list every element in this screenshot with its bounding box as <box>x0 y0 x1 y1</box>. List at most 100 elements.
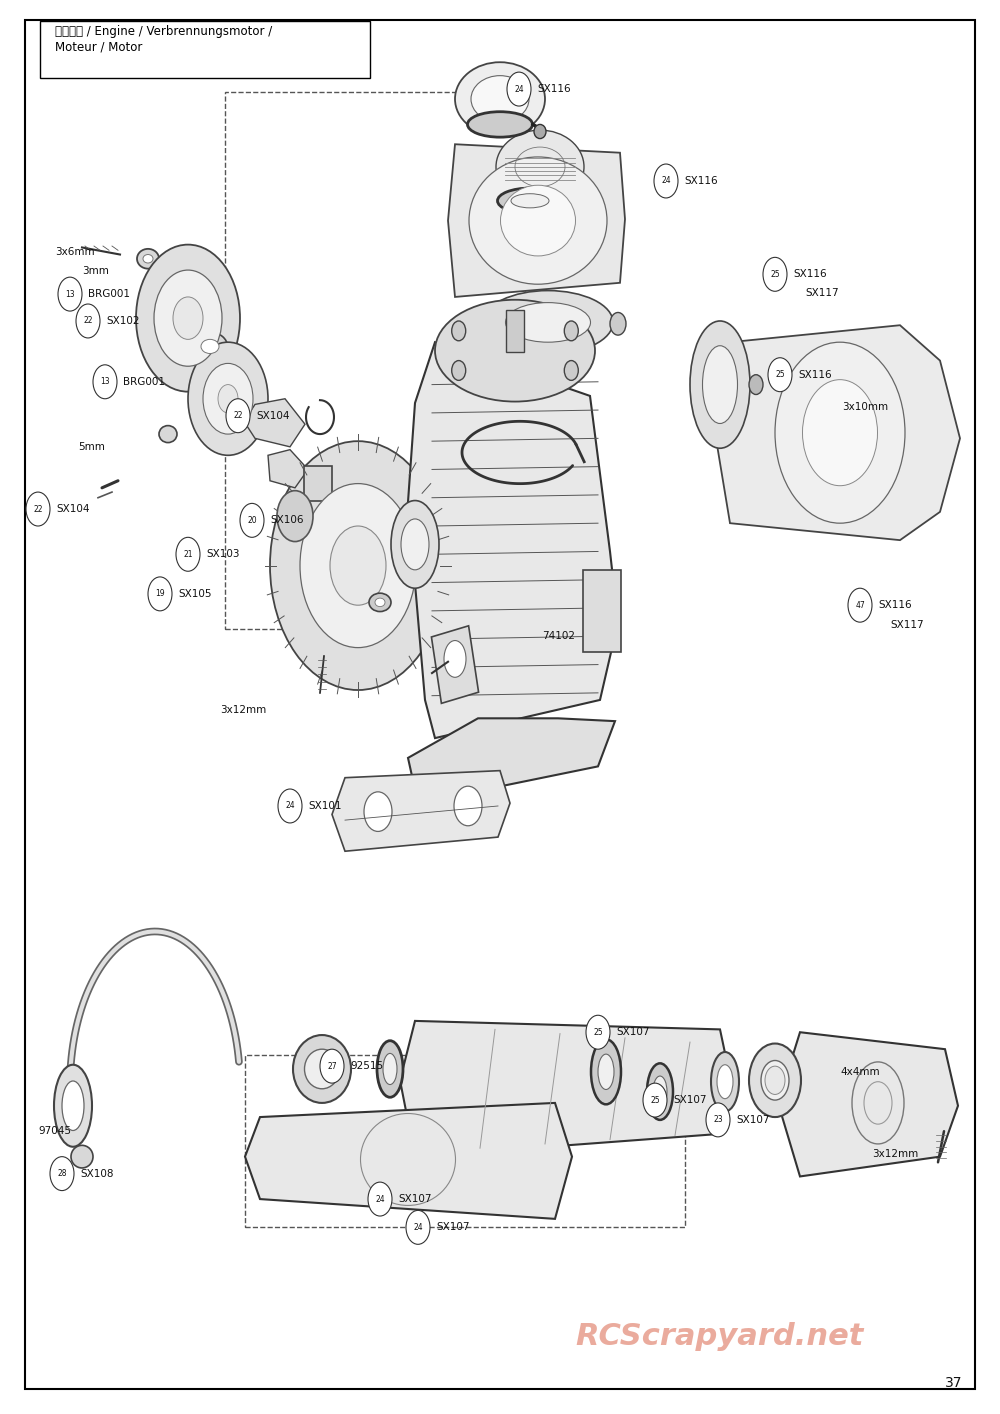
Text: 20: 20 <box>247 516 257 525</box>
Text: 24: 24 <box>375 1195 385 1203</box>
Text: SX107: SX107 <box>436 1222 470 1233</box>
Polygon shape <box>245 1103 572 1219</box>
Ellipse shape <box>369 592 391 611</box>
Text: SX116: SX116 <box>798 369 832 380</box>
Polygon shape <box>268 450 308 488</box>
Text: 25: 25 <box>770 270 780 279</box>
Ellipse shape <box>711 1052 739 1111</box>
Text: 74102: 74102 <box>542 631 575 642</box>
Text: 19: 19 <box>155 590 165 598</box>
Text: SX107: SX107 <box>673 1094 706 1106</box>
Circle shape <box>610 312 626 335</box>
Circle shape <box>154 270 222 366</box>
Circle shape <box>320 1049 344 1083</box>
Text: 37: 37 <box>944 1376 962 1390</box>
Ellipse shape <box>391 501 439 588</box>
Text: SX108: SX108 <box>80 1168 114 1179</box>
Text: SX107: SX107 <box>398 1193 432 1205</box>
Ellipse shape <box>775 342 905 523</box>
Ellipse shape <box>501 185 576 256</box>
Ellipse shape <box>761 1060 789 1100</box>
Polygon shape <box>332 771 510 851</box>
Circle shape <box>50 1157 74 1191</box>
Circle shape <box>564 321 578 341</box>
Text: SX104: SX104 <box>256 410 290 421</box>
Ellipse shape <box>455 62 545 136</box>
Text: 3mm: 3mm <box>82 266 109 277</box>
Ellipse shape <box>653 1076 667 1107</box>
Circle shape <box>278 789 302 823</box>
Circle shape <box>507 72 531 106</box>
Bar <box>225 92 525 629</box>
Text: SX105: SX105 <box>178 588 212 600</box>
Ellipse shape <box>377 1041 403 1097</box>
Text: SX104: SX104 <box>56 503 90 515</box>
Circle shape <box>586 1015 610 1049</box>
Circle shape <box>148 577 172 611</box>
Text: 27: 27 <box>327 1062 337 1070</box>
Text: SX116: SX116 <box>537 83 571 95</box>
Text: 5mm: 5mm <box>78 441 105 452</box>
Text: SX116: SX116 <box>793 269 827 280</box>
Text: 47: 47 <box>855 601 865 609</box>
Bar <box>506 310 524 352</box>
Ellipse shape <box>468 112 532 137</box>
Polygon shape <box>448 144 625 297</box>
Ellipse shape <box>71 1145 93 1168</box>
Text: SX102: SX102 <box>106 315 140 327</box>
Ellipse shape <box>159 426 177 443</box>
Ellipse shape <box>506 303 590 342</box>
Text: 92515: 92515 <box>350 1060 383 1072</box>
Polygon shape <box>778 1032 958 1176</box>
Text: 22: 22 <box>33 505 43 513</box>
Text: SX117: SX117 <box>890 619 924 631</box>
Ellipse shape <box>483 291 613 355</box>
Text: BRG001: BRG001 <box>123 376 165 387</box>
Circle shape <box>203 363 253 434</box>
Text: エンジン / Engine / Verbrennungsmotor /
Moteur / Motor: エンジン / Engine / Verbrennungsmotor / Mote… <box>55 25 272 54</box>
Circle shape <box>136 245 240 392</box>
Ellipse shape <box>598 1055 614 1089</box>
Ellipse shape <box>137 249 159 269</box>
Text: 13: 13 <box>65 290 75 298</box>
Circle shape <box>406 1210 430 1244</box>
Text: BRG001: BRG001 <box>88 288 130 300</box>
Circle shape <box>564 361 578 380</box>
Ellipse shape <box>717 1065 733 1099</box>
Text: 28: 28 <box>57 1169 67 1178</box>
Text: 3x12mm: 3x12mm <box>220 704 266 715</box>
Text: 25: 25 <box>650 1096 660 1104</box>
Text: 22: 22 <box>83 317 93 325</box>
Ellipse shape <box>591 1039 621 1104</box>
Circle shape <box>176 537 200 571</box>
Text: SX116: SX116 <box>684 175 718 187</box>
Text: 25: 25 <box>775 370 785 379</box>
Text: SX103: SX103 <box>206 549 240 560</box>
Ellipse shape <box>192 332 228 361</box>
Ellipse shape <box>293 1035 351 1103</box>
Text: SX116: SX116 <box>878 600 912 611</box>
Polygon shape <box>408 342 618 738</box>
Ellipse shape <box>435 300 595 402</box>
Text: 24: 24 <box>661 177 671 185</box>
Ellipse shape <box>401 519 429 570</box>
Ellipse shape <box>498 188 562 214</box>
Ellipse shape <box>201 339 219 354</box>
Circle shape <box>768 358 792 392</box>
Ellipse shape <box>375 598 385 607</box>
Text: 97045: 97045 <box>38 1126 71 1137</box>
Ellipse shape <box>469 157 607 284</box>
Text: 22: 22 <box>233 411 243 420</box>
Text: 3x6mm: 3x6mm <box>55 246 95 257</box>
Ellipse shape <box>444 641 466 677</box>
Ellipse shape <box>471 76 529 122</box>
Text: 23: 23 <box>713 1116 723 1124</box>
Ellipse shape <box>304 1049 340 1089</box>
Text: 25: 25 <box>593 1028 603 1036</box>
Circle shape <box>706 1103 730 1137</box>
Circle shape <box>848 588 872 622</box>
Ellipse shape <box>749 1044 801 1117</box>
Bar <box>431 626 479 703</box>
Text: 3x12mm: 3x12mm <box>872 1148 918 1159</box>
Text: SX117: SX117 <box>805 287 839 298</box>
